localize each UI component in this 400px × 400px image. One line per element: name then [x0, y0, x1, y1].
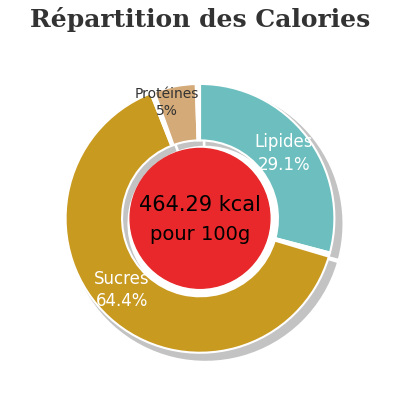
Wedge shape [154, 84, 198, 145]
Text: 464.29 kcal: 464.29 kcal [139, 195, 261, 215]
Wedge shape [159, 87, 203, 150]
Wedge shape [155, 95, 179, 151]
Wedge shape [200, 84, 334, 252]
Wedge shape [201, 87, 205, 146]
Circle shape [130, 148, 270, 288]
Wedge shape [205, 87, 342, 259]
Wedge shape [66, 93, 329, 353]
Wedge shape [68, 96, 337, 361]
Wedge shape [150, 92, 174, 146]
Text: Sucres
64.4%: Sucres 64.4% [94, 270, 149, 310]
Text: Protéines
5%: Protéines 5% [135, 86, 199, 118]
Wedge shape [280, 244, 338, 263]
Text: Lipides
29.1%: Lipides 29.1% [255, 134, 313, 174]
Wedge shape [275, 238, 330, 257]
Title: Répartition des Calories: Répartition des Calories [30, 7, 370, 32]
Wedge shape [196, 84, 200, 140]
Text: pour 100g: pour 100g [150, 225, 250, 244]
